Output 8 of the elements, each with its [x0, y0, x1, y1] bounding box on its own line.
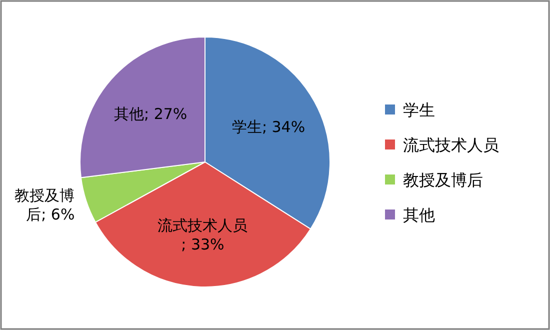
data-label: 学生; 34%	[232, 118, 306, 136]
legend-label: 学生	[403, 100, 435, 120]
data-label: 教授及博后; 6%	[14, 186, 75, 224]
data-label: 其他; 27%	[114, 105, 188, 124]
legend-label: 教授及博后	[403, 170, 483, 190]
legend-label: 其他	[403, 206, 435, 224]
legend-label: 流式技术人员	[403, 136, 499, 154]
data-label: 流式技术人员; 33%	[158, 216, 248, 254]
